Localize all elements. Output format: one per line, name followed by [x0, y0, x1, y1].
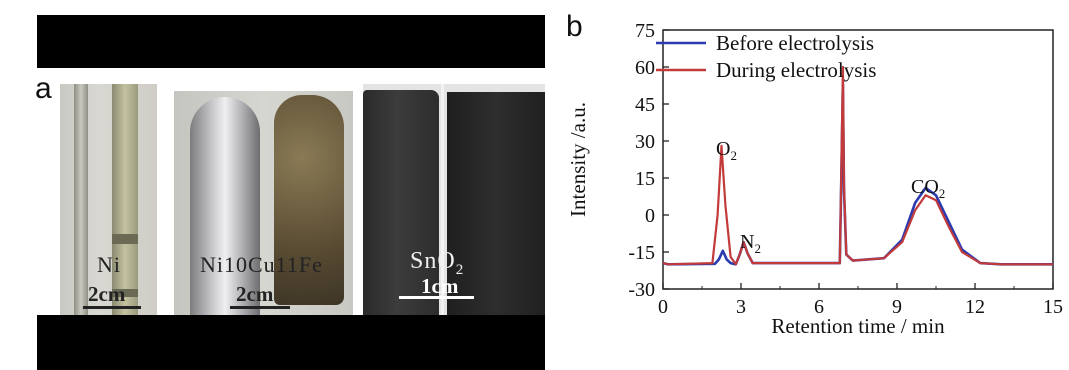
- legend-label: During electrolysis: [716, 58, 876, 82]
- panel-a-label: a: [35, 72, 52, 105]
- sno2-label: SnO2: [410, 248, 465, 278]
- ni-scale-label: 2cm: [88, 282, 126, 306]
- ni10cu11fe-scale-label: 2cm: [236, 282, 274, 306]
- ni-photo: [60, 84, 157, 315]
- co2-peak-label: CO2: [911, 176, 945, 201]
- ni10cu11fe-label: Ni10Cu11Fe: [200, 252, 323, 277]
- ni10cu11fe-photo: [174, 91, 353, 315]
- panel-b-label: b: [566, 10, 583, 43]
- bottom-black-band: [37, 315, 545, 370]
- n2-peak-label: N2: [740, 231, 761, 256]
- chart-axes: 0 3 6 9 12 15 -30 -15 0 15 30 45 60 75 Retention time …: [566, 20, 1063, 338]
- y-tick-label: 30: [635, 131, 655, 153]
- y-tick-label: 45: [635, 94, 655, 116]
- chart-legend: Before electrolysis During electrolysis: [656, 31, 876, 82]
- y-tick-label: -30: [628, 279, 655, 301]
- chart-series: [662, 65, 1053, 266]
- series-line-during: [662, 65, 1053, 266]
- o2-peak-label: O2: [716, 138, 737, 163]
- top-black-band: [37, 15, 545, 68]
- ni-scale-bar: [83, 306, 141, 309]
- x-axis-label: Retention time / min: [771, 314, 945, 338]
- sno2-scale-bar: [399, 296, 474, 299]
- y-tick-label: 60: [635, 57, 655, 79]
- panel-a: a Ni 2cm Ni10Cu11Fe 2cm SnO2 1cm: [35, 15, 545, 370]
- y-tick-label: -15: [628, 242, 655, 264]
- y-tick-label: 15: [635, 168, 655, 190]
- legend-label: Before electrolysis: [716, 31, 874, 55]
- x-tick-label: 3: [736, 296, 746, 318]
- sno2-photo: [363, 84, 545, 315]
- ni10cu11fe-scale-bar: [230, 306, 290, 309]
- ni-label: Ni: [97, 252, 121, 277]
- x-tick-label: 9: [892, 296, 902, 318]
- x-tick-label: 0: [658, 296, 668, 318]
- x-tick-label: 15: [1043, 296, 1063, 318]
- series-line-before: [662, 83, 1053, 266]
- x-tick-label: 6: [814, 296, 824, 318]
- y-tick-label: 75: [635, 20, 655, 42]
- peak-annotations: O2 N2 CO2: [716, 138, 945, 256]
- x-tick-label: 12: [965, 296, 985, 318]
- y-tick-label: 0: [645, 205, 655, 227]
- sno2-scale-label: 1cm: [421, 274, 459, 298]
- y-axis-label: Intensity /a.u.: [566, 102, 590, 217]
